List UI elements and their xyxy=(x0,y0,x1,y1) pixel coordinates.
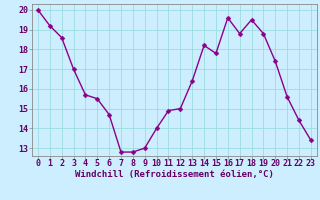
X-axis label: Windchill (Refroidissement éolien,°C): Windchill (Refroidissement éolien,°C) xyxy=(75,170,274,179)
